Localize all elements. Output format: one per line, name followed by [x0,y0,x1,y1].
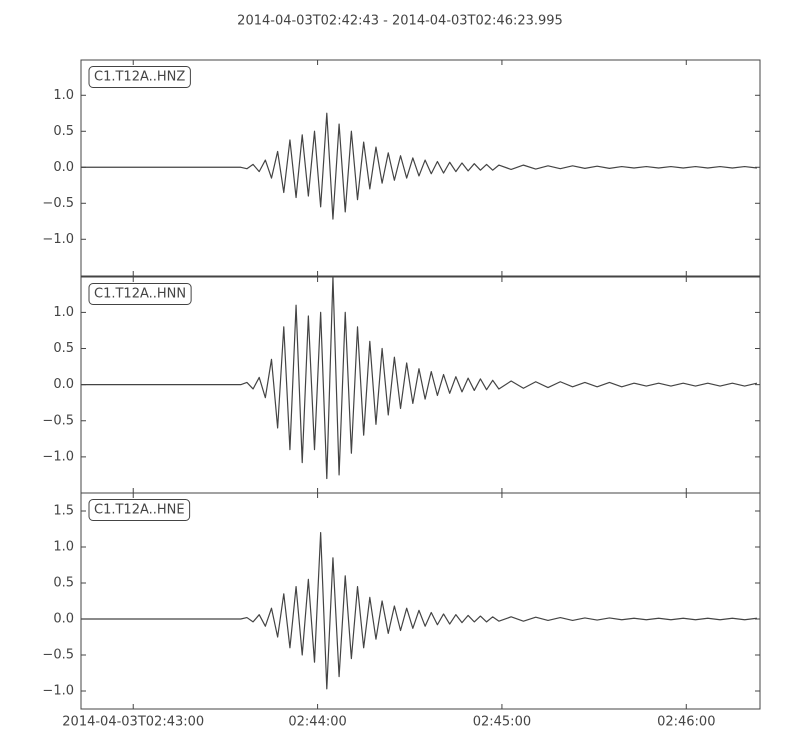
y-tick-label: 0.5 [53,124,74,139]
y-tick-label: −1.0 [42,449,74,464]
plot-area [81,493,760,709]
waveform [81,112,758,220]
x-tick-label: 2014-04-03T02:43:00 [62,715,204,730]
trace-label-box [88,66,191,88]
plot-area [81,60,760,276]
y-tick-label: 0.0 [53,377,74,392]
figure-title: 2014-04-03T02:42:43 - 2014-04-03T02:46:2… [237,14,563,29]
y-tick-label: 1.0 [53,88,74,103]
y-tick-label: −0.5 [42,413,74,428]
y-tick-label: −1.0 [42,684,74,699]
y-tick-label: −0.5 [42,648,74,663]
panel: −1.0 −0.5 0.0 0.5 1.0 C1.T12A..HNZ [42,59,761,277]
y-tick-label: 1.0 [53,540,74,555]
trace-label: C1.T12A..HNE [94,503,185,518]
y-tick-label: 1.0 [53,305,74,320]
y-tick-label: −1.0 [42,232,74,247]
panel: −1.0 −0.5 0.0 0.5 1.0 C1.T12A..HNN [42,276,761,494]
x-tick-label: 02:44:00 [288,715,346,730]
y-tick-label: −0.5 [42,196,74,211]
panel: −1.0 −0.5 0.0 0.5 1.0 1.5 2014-04-03T02:43:00 0… [42,492,761,730]
y-tick-label: 0.5 [53,341,74,356]
x-tick-label: 02:45:00 [473,715,531,730]
x-tick-label: 02:46:00 [657,715,715,730]
plot-frame [80,59,761,277]
y-tick-label: 0.0 [53,612,74,627]
y-tick-label: 0.0 [53,160,74,175]
trace-label-box [88,499,191,521]
trace-label: C1.T12A..HNZ [94,70,185,85]
plot-frame [80,492,761,710]
y-tick-label: 1.5 [53,504,74,519]
trace-label-box [88,283,192,305]
y-tick-label: 0.5 [53,576,74,591]
waveform [81,277,758,480]
trace-label: C1.T12A..HNN [94,287,186,302]
waveform [81,532,758,690]
